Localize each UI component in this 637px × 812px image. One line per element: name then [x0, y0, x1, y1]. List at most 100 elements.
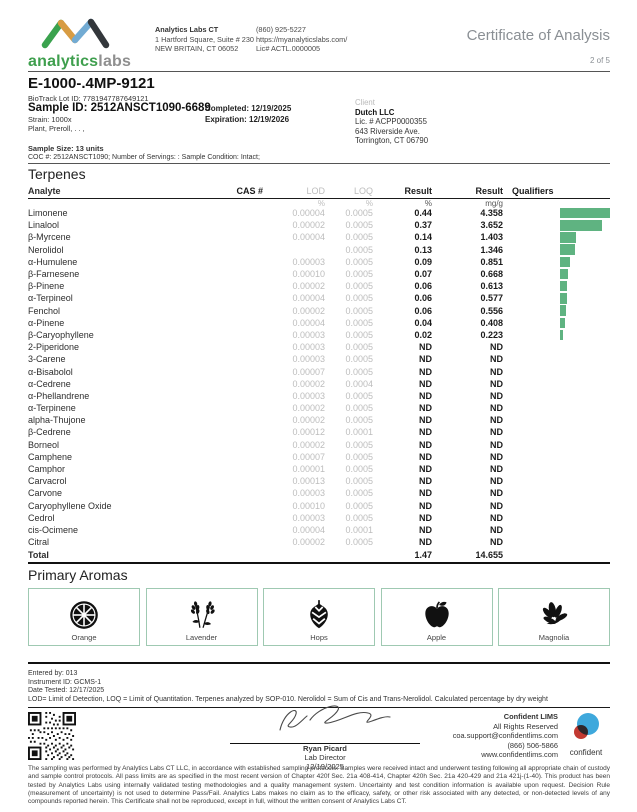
- lab-contact-block: (860) 925-5227 https://myanalyticslabs.c…: [256, 25, 347, 54]
- orange-slice-icon: [70, 601, 98, 629]
- lims-name: Confident LIMS: [503, 712, 558, 721]
- sample-size: Sample Size: 13 units: [28, 144, 104, 153]
- table-row: α-Terpineol 0.00004 0.0005 0.06 0.577: [28, 292, 610, 304]
- aroma-card-orange: Orange: [28, 588, 140, 646]
- table-row: Nerolidol 0.0005 0.13 1.346: [28, 244, 610, 256]
- lims-info: Confident LIMS All Rights Reserved coa.s…: [453, 712, 558, 760]
- table-row: Carvacrol 0.00013 0.0005 ND ND: [28, 476, 503, 487]
- confident-brand-text: confident: [569, 748, 603, 757]
- result-bar: [560, 280, 568, 292]
- col-lod: LOD: [306, 186, 325, 196]
- result-bar: [560, 244, 576, 255]
- qualifier-cell: [512, 317, 610, 329]
- lab-address1: 1 Hartford Square, Suite # 230: [155, 34, 254, 44]
- total-label: Total: [28, 549, 49, 560]
- lab-name: Analytics Labs CT: [155, 25, 219, 34]
- qualifier-cell: [512, 329, 610, 341]
- entered-by: Entered by: 013: [28, 670, 78, 677]
- col-result-mgg: Result: [475, 186, 503, 196]
- signature-line: [230, 743, 420, 744]
- qualifier-cell: [512, 280, 610, 292]
- logo-zigzag-icon: [41, 18, 110, 49]
- table-row: β-Cedrene 0.00012 0.0001 ND ND: [28, 427, 503, 438]
- lab-address2: NEW BRITAIN, CT 06052: [155, 44, 239, 54]
- col-cas: CAS #: [236, 186, 263, 196]
- lab-address-block: Analytics Labs CT 1 Hartford Square, Sui…: [155, 25, 254, 54]
- aroma-label: Apple: [426, 633, 447, 642]
- completed-date: Completed: 12/19/2025: [205, 104, 292, 113]
- aroma-cards: Orange: [28, 588, 610, 646]
- qr-modules: [28, 712, 75, 760]
- result-bar: [560, 329, 563, 341]
- aroma-label: Hops: [310, 633, 328, 642]
- aroma-card-magnolia: Magnolia: [498, 588, 610, 646]
- table-total-row: Total 1.47 14.655: [28, 548, 610, 561]
- lims-site: www.confidentlims.com: [481, 750, 558, 760]
- table-bottom-rule: [28, 562, 610, 564]
- hops-icon: [310, 600, 328, 629]
- lab-phone: (860) 925-5227: [256, 25, 306, 34]
- lab-license: Lic# ACTL.0000005: [256, 44, 321, 54]
- aroma-card-lavender: Lavender: [145, 588, 258, 646]
- aroma-label: Magnolia: [538, 633, 570, 642]
- table-row: Camphene 0.00007 0.0005 ND ND: [28, 451, 503, 462]
- table-row: Cedrol 0.00003 0.0005 ND ND: [28, 512, 503, 523]
- table-row: α-Phellandrene 0.00003 0.0005 ND ND: [28, 390, 503, 401]
- biotrack-lot: BioTrack Lot ID: 7781947787649121: [28, 94, 149, 103]
- lod-loq-definitions: LOD= Limit of Detection, LOQ = Limit of …: [28, 696, 548, 703]
- magnolia-icon: [542, 602, 568, 625]
- legal-disclaimer: The sampling was performed by Analytics …: [28, 765, 610, 806]
- col-analyte: Analyte: [28, 186, 61, 196]
- aromas-bottom-rule: [28, 662, 610, 664]
- dates-block: Completed: 12/19/2025 Expiration: 12/19/…: [205, 104, 291, 125]
- section-divider: [28, 163, 610, 164]
- confident-logo-icon: [574, 713, 599, 739]
- strain: Strain: 1000x: [28, 115, 72, 124]
- table-row: α-Bisabolol 0.00007 0.0005 ND ND: [28, 366, 503, 377]
- brand-secondary: labs: [98, 53, 132, 70]
- aroma-card-hops: Hops: [263, 588, 375, 646]
- client-label: Client: [355, 98, 375, 107]
- table-row: Limonene 0.00004 0.0005 0.44 4.358: [28, 207, 610, 219]
- aroma-card-apple: Apple: [380, 588, 493, 646]
- matrix-type: Plant, Preroll, . . ,: [28, 123, 85, 133]
- table-row: Citral 0.00002 0.0005 ND ND: [28, 537, 503, 548]
- result-bar: [560, 293, 567, 304]
- result-bar: [560, 317, 565, 329]
- footer-divider: [28, 707, 610, 708]
- terpene-rows: Limonene 0.00004 0.0005 0.44 4.358 Linalool 0.…: [28, 207, 610, 548]
- date-tested: Date Tested: 12/17/2025: [28, 687, 105, 695]
- table-row: β-Caryophyllene 0.00003 0.0005 0.02 0.223: [28, 329, 610, 341]
- col-result-pct: Result: [404, 186, 432, 196]
- table-header-row: Analyte CAS # LOD LOQ Result Result Qual…: [28, 186, 610, 199]
- qualifier-cell: [512, 244, 610, 255]
- qualifier-cell: [512, 256, 610, 268]
- sample-id: Sample ID: 2512ANSCT1090-6689: [28, 102, 211, 114]
- table-row: α-Cedrene 0.00002 0.0004 ND ND: [28, 378, 503, 389]
- apple-icon: [424, 601, 449, 628]
- table-row: β-Myrcene 0.00004 0.0005 0.14 1.403: [28, 231, 610, 243]
- aromas-section-title: Primary Aromas: [28, 567, 128, 583]
- total-pct: 1.47: [414, 549, 432, 560]
- signatory-title: Lab Director: [304, 752, 346, 762]
- table-row: Carvone 0.00003 0.0005 ND ND: [28, 488, 503, 499]
- qualifier-cell: [512, 220, 610, 231]
- qualifier-cell: [512, 305, 610, 316]
- table-row: α-Pinene 0.00004 0.0005 0.04 0.408: [28, 317, 610, 329]
- lavender-icon: [190, 601, 215, 628]
- table-row: Camphor 0.00001 0.0005 ND ND: [28, 464, 503, 475]
- table-row: β-Farnesene 0.00010 0.0005 0.07 0.668: [28, 268, 610, 280]
- terpenes-section-title: Terpenes: [28, 166, 86, 182]
- aroma-label: Lavender: [185, 633, 218, 642]
- aroma-label: Orange: [71, 633, 97, 642]
- unit-loq: %: [365, 199, 373, 208]
- result-bar: [560, 256, 570, 268]
- qualifier-cell: [512, 232, 610, 243]
- table-row: cis-Ocimene 0.00004 0.0001 ND ND: [28, 524, 503, 535]
- unit-result-mgg: mg/g: [485, 199, 503, 208]
- total-mgg: 14.655: [475, 549, 503, 560]
- client-name: Dutch LLC: [355, 107, 395, 117]
- table-row: alpha-Thujone 0.00002 0.0005 ND ND: [28, 415, 503, 426]
- confident-logo: confident: [563, 712, 609, 757]
